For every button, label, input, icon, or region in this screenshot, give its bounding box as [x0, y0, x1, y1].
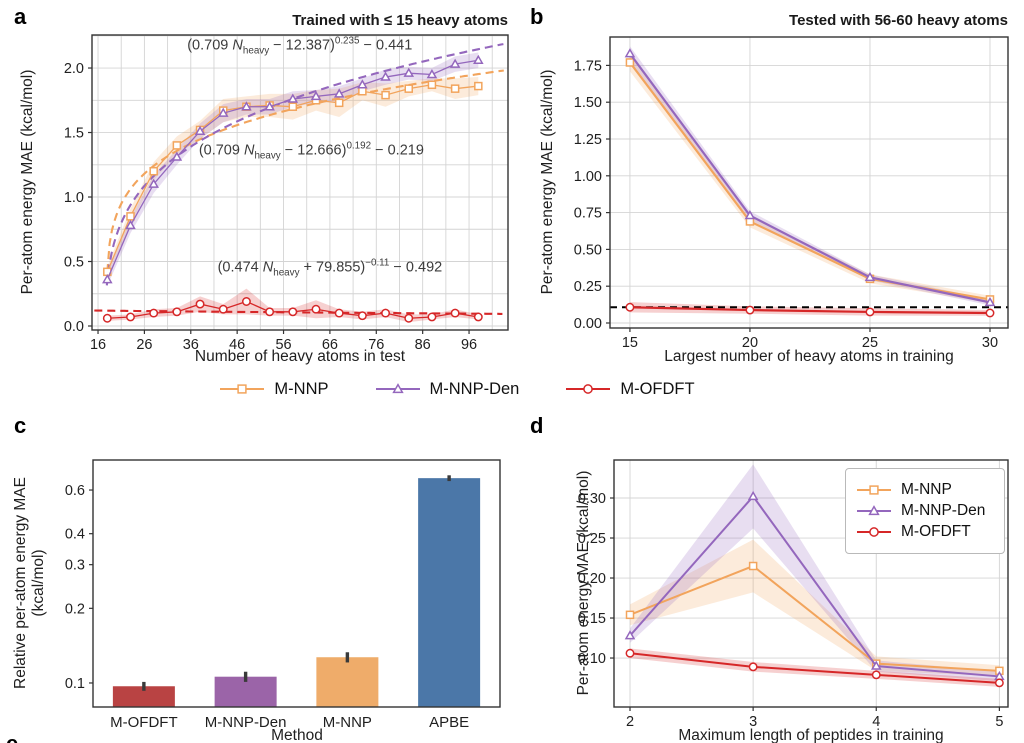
- svg-text:30: 30: [982, 335, 998, 351]
- fit-equation-annotation: (0.709 Nheavy − 12.387)0.235 − 0.441: [187, 35, 413, 57]
- d-legend-item-m-nnp-den: M-NNP-Den: [856, 502, 994, 520]
- svg-text:86: 86: [415, 337, 431, 353]
- svg-text:2: 2: [626, 714, 634, 730]
- panel-c-plot: M-OFDFT M-NNP-Den M-NNP APBE 0.1 0.2 0.3 0.4 0.6: [0, 405, 512, 743]
- legend-item-m-ofdft: M-OFDFT: [565, 379, 695, 399]
- svg-text:0.20: 0.20: [578, 571, 606, 587]
- svg-text:1.75: 1.75: [574, 58, 602, 74]
- svg-text:M-NNP: M-NNP: [323, 714, 372, 731]
- legend-item-m-nnp-den: M-NNP-Den: [375, 379, 520, 399]
- panel-b-xlabel: Largest number of heavy atoms in trainin…: [664, 348, 954, 365]
- fit-equation-annotation: (0.474 Nheavy + 79.855)−0.11 − 0.492: [217, 257, 443, 279]
- legend-label: M-NNP-Den: [429, 379, 520, 398]
- svg-text:0.2: 0.2: [65, 601, 85, 617]
- svg-text:3: 3: [749, 714, 757, 730]
- panel-b-title: Tested with 56-60 heavy atoms: [789, 12, 1008, 29]
- svg-text:66: 66: [322, 337, 338, 353]
- panel-label-e-partial: e: [6, 734, 18, 743]
- legend-label: M-NNP: [901, 481, 952, 498]
- panel-a-xlabel: Number of heavy atoms in test: [194, 348, 406, 365]
- svg-text:0.4: 0.4: [65, 527, 85, 543]
- svg-text:0.5: 0.5: [64, 255, 84, 271]
- svg-text:M-NNP-Den: M-NNP-Den: [205, 714, 287, 731]
- shared-legend: M-NNP M-NNP-Den M-OFDFT: [0, 373, 969, 405]
- svg-text:0.75: 0.75: [574, 206, 602, 222]
- panel-label-a: a: [14, 4, 27, 29]
- svg-text:1.00: 1.00: [574, 169, 602, 185]
- legend-item-m-nnp: M-NNP: [219, 379, 329, 399]
- svg-text:16: 16: [90, 337, 106, 353]
- svg-text:0.10: 0.10: [578, 651, 606, 667]
- svg-text:0.50: 0.50: [574, 242, 602, 258]
- svg-text:96: 96: [461, 337, 477, 353]
- panel-d-plot: 2 3 4 5 0.10 0.15 0.20 0.25 0.30: [512, 405, 1024, 743]
- svg-text:1.0: 1.0: [64, 190, 84, 206]
- svg-text:1.50: 1.50: [574, 95, 602, 111]
- d-legend-item-m-ofdft: M-OFDFT: [856, 523, 994, 541]
- panel-label-b: b: [530, 4, 544, 29]
- svg-text:0.30: 0.30: [578, 491, 606, 507]
- panel-b-plot: 15 20 25 30 0.00 0.25 0.50 0.75 1.00 1.25 1.50 1.75: [512, 0, 1024, 375]
- legend-label: M-NNP: [274, 379, 329, 398]
- svg-text:0.0: 0.0: [64, 319, 84, 335]
- panel-a-plot: 16 26 36 46 56 66 76 86 96 0.0 0.5 1.0 1.5 2.0: [0, 0, 512, 375]
- svg-text:0.15: 0.15: [578, 611, 606, 627]
- svg-text:M-OFDFT: M-OFDFT: [110, 714, 177, 731]
- panel-d-xlabel: Maximum length of peptides in training: [678, 727, 944, 743]
- svg-text:76: 76: [368, 337, 384, 353]
- m-nnp-square-icon: [857, 485, 891, 495]
- legend-label: M-NNP-Den: [901, 502, 986, 519]
- panel-a-title: Trained with ≤ 15 heavy atoms: [292, 12, 508, 29]
- svg-text:4: 4: [872, 714, 880, 730]
- panel-c-xlabel: Method: [271, 727, 323, 743]
- panel-b: b Tested with 56-60 heavy atoms Per-atom…: [512, 0, 1024, 375]
- svg-text:0.25: 0.25: [578, 531, 606, 547]
- svg-text:1.25: 1.25: [574, 132, 602, 148]
- svg-text:0.00: 0.00: [574, 316, 602, 332]
- svg-text:APBE: APBE: [429, 714, 469, 731]
- svg-text:20: 20: [742, 335, 758, 351]
- svg-text:0.1: 0.1: [65, 676, 85, 692]
- svg-text:56: 56: [275, 337, 291, 353]
- panel-d: d Per-atom energy MAE (kcal/mol) Maximum…: [512, 405, 1024, 743]
- panel-label-d: d: [530, 413, 544, 438]
- fit-equation-annotation: (0.709 Nheavy − 12.666)0.192 − 0.219: [198, 140, 424, 161]
- svg-text:26: 26: [136, 337, 152, 353]
- svg-text:5: 5: [995, 714, 1003, 730]
- svg-text:15: 15: [622, 335, 638, 351]
- svg-text:0.3: 0.3: [65, 558, 85, 574]
- svg-text:2.0: 2.0: [64, 61, 84, 77]
- svg-text:25: 25: [862, 335, 878, 351]
- panel-d-legend: M-NNP M-NNP-Den M-OFDFT: [845, 468, 1005, 554]
- m-nnp-square-icon: [220, 384, 265, 394]
- legend-label: M-OFDFT: [620, 379, 695, 398]
- m-ofdft-circle-icon: [857, 527, 891, 537]
- legend-label: M-OFDFT: [901, 523, 971, 540]
- svg-text:1.5: 1.5: [64, 126, 84, 142]
- m-ofdft-circle-icon: [566, 384, 611, 394]
- m-nnp-den-triangle-icon: [857, 505, 891, 516]
- m-nnp-den-triangle-icon: [375, 383, 420, 394]
- svg-text:0.6: 0.6: [65, 483, 85, 499]
- panel-a: a Trained with ≤ 15 heavy atoms Per-atom…: [0, 0, 512, 375]
- svg-text:0.25: 0.25: [574, 279, 602, 295]
- d-legend-item-m-nnp: M-NNP: [856, 481, 994, 499]
- panel-c: c Relative per-atom energy MAE (kcal/mol…: [0, 405, 512, 743]
- panel-label-c: c: [14, 413, 27, 438]
- svg-text:46: 46: [229, 337, 245, 353]
- svg-text:36: 36: [183, 337, 199, 353]
